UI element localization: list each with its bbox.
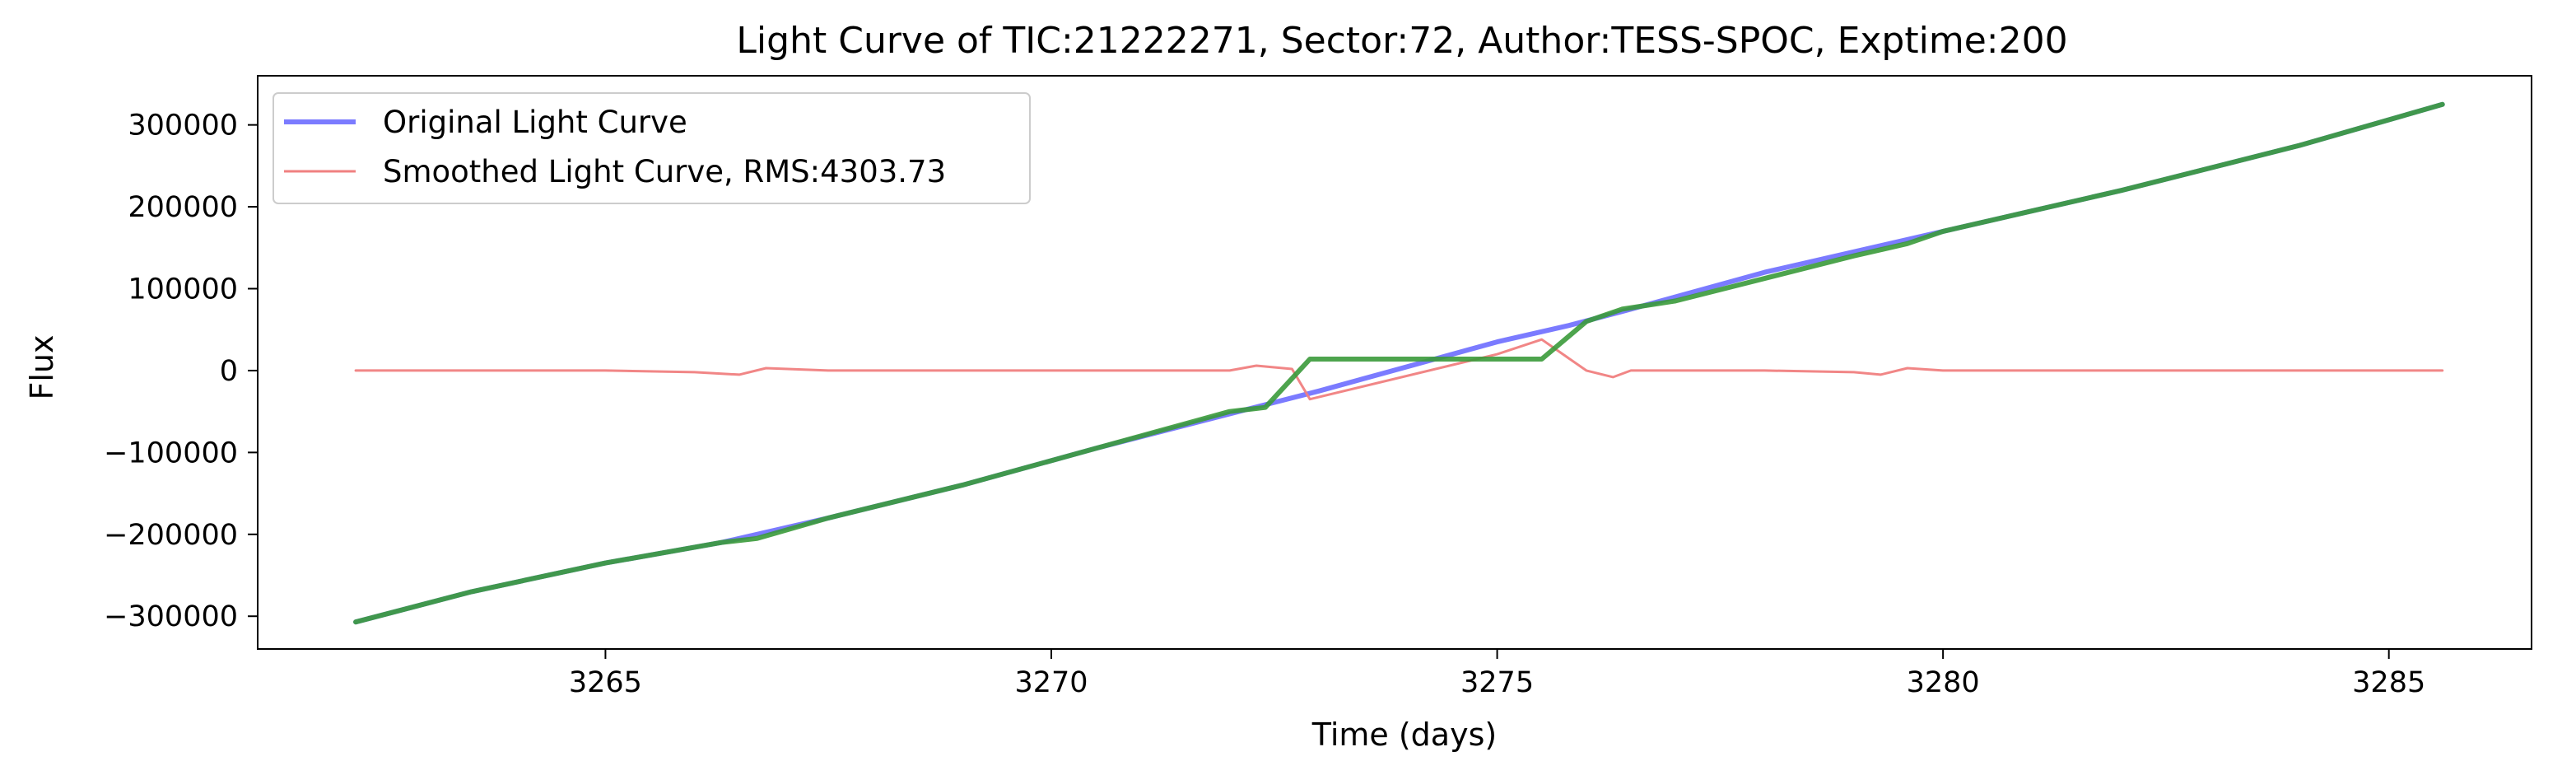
y-tick-label: 200000 <box>128 191 238 224</box>
x-axis-label: Time (days) <box>1311 717 1497 753</box>
series-line-1 <box>354 338 2444 401</box>
x-tick-label: 3270 <box>1014 666 1088 699</box>
x-tick-label: 3285 <box>2352 666 2425 699</box>
legend-label-smoothed: Smoothed Light Curve, RMS:4303.73 <box>383 154 946 189</box>
y-tick-label: 0 <box>220 355 238 388</box>
y-tick-label: 100000 <box>128 273 238 306</box>
y-tick-label: 300000 <box>128 110 238 142</box>
y-axis-label: Flux <box>24 335 60 400</box>
x-tick-label: 3275 <box>1460 666 1534 699</box>
y-tick-label: −300000 <box>104 600 238 633</box>
x-tick-label: 3265 <box>569 666 642 699</box>
series-line-2 <box>353 101 2445 625</box>
y-tick-label: −100000 <box>104 437 238 469</box>
x-tick-label: 3280 <box>1907 666 1980 699</box>
chart-title: Light Curve of TIC:21222271, Sector:72, … <box>736 20 2067 62</box>
legend-label-original: Original Light Curve <box>383 105 687 140</box>
y-tick-label: −200000 <box>104 519 238 552</box>
legend: Original Light Curve Smoothed Light Curv… <box>273 92 1031 204</box>
legend-box <box>273 92 1031 204</box>
